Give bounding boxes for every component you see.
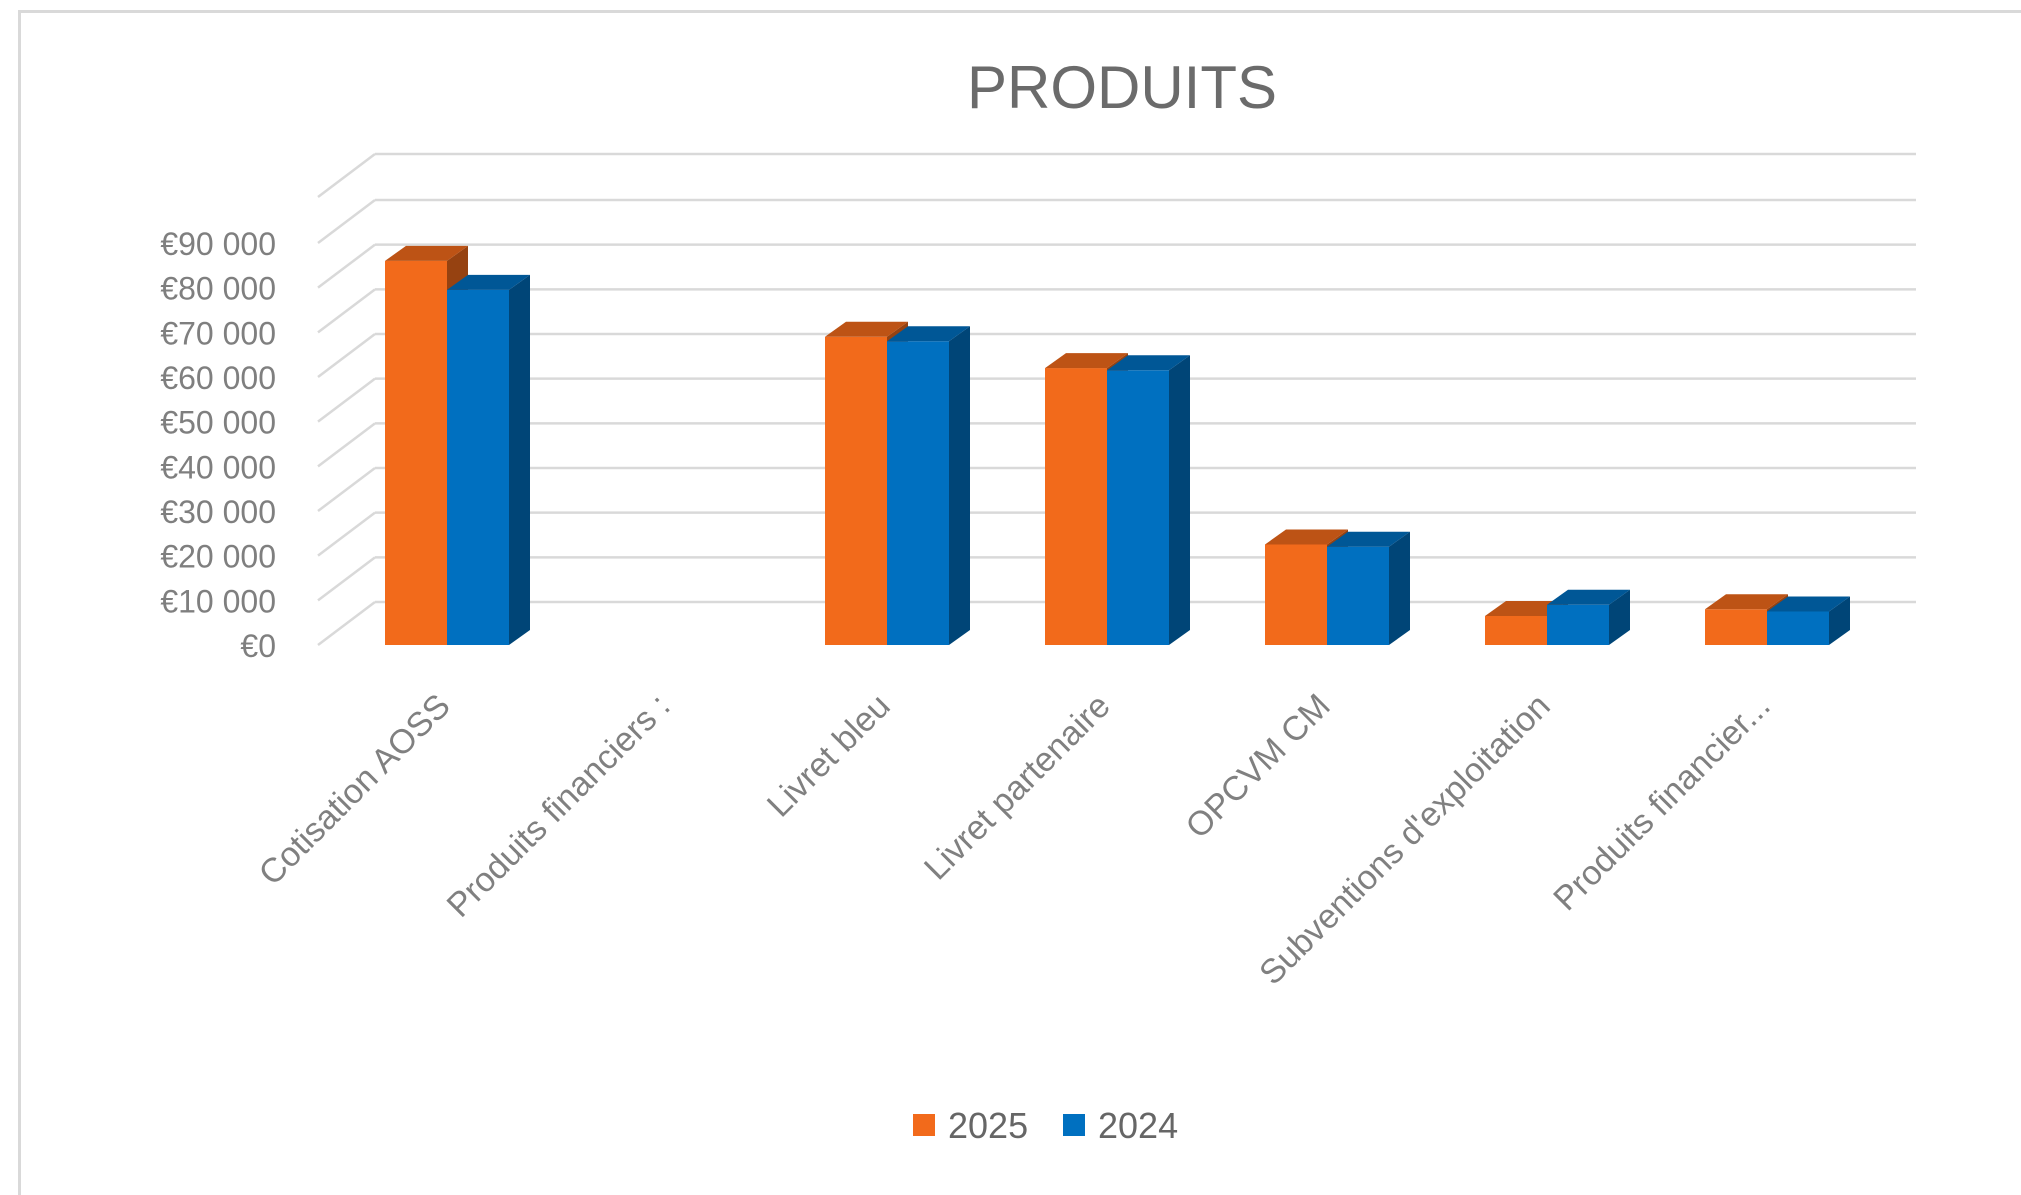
y-tick-label: €0 xyxy=(240,628,276,664)
y-tick-label: €80 000 xyxy=(160,271,276,307)
bar-front xyxy=(1705,609,1767,645)
bar-2024-5 xyxy=(1547,589,1630,645)
bar-top xyxy=(1705,594,1788,610)
bar-2024-3 xyxy=(1107,355,1190,645)
y-tick-label: €40 000 xyxy=(160,449,276,485)
bar-front xyxy=(887,341,949,645)
bar-top xyxy=(887,326,970,342)
y-tick-label: €30 000 xyxy=(160,494,276,530)
bar-side xyxy=(949,326,970,645)
bar-front xyxy=(1547,604,1609,645)
bar-side xyxy=(509,274,530,645)
x-tick-label: Produits financier... xyxy=(1546,687,1777,918)
legend-item-2024[interactable]: 2024 xyxy=(1063,1105,1178,1146)
bar-top xyxy=(447,274,530,290)
bar-top xyxy=(825,321,908,337)
gridline-side xyxy=(317,333,376,378)
bar-top xyxy=(1107,355,1190,371)
gridline-side xyxy=(317,153,376,198)
bar-top xyxy=(1045,353,1128,369)
y-tick-label: €20 000 xyxy=(160,539,276,575)
legend-label: 2025 xyxy=(948,1105,1028,1146)
legend-swatch xyxy=(1063,1114,1085,1136)
bar-front xyxy=(1265,544,1327,645)
y-tick-label: €50 000 xyxy=(160,405,276,441)
bar-2024-0 xyxy=(447,274,530,645)
y-tick-label: €70 000 xyxy=(160,315,276,351)
chart-title: PRODUITS xyxy=(967,54,1277,121)
gridline-side xyxy=(317,601,376,646)
gridline-side xyxy=(317,556,376,602)
bar-side xyxy=(1169,355,1190,645)
bar-2024-4 xyxy=(1327,531,1410,645)
y-tick-label: €90 000 xyxy=(160,226,276,262)
bar-front xyxy=(1107,370,1169,645)
bar-top xyxy=(1547,589,1630,605)
x-tick-label: Livret bleu xyxy=(760,687,898,825)
legend-item-2025[interactable]: 2025 xyxy=(913,1105,1028,1146)
bar-top xyxy=(385,245,468,261)
bar-front xyxy=(1045,368,1107,645)
bar-front xyxy=(1767,611,1829,645)
y-tick-label: €10 000 xyxy=(160,583,276,619)
gridline-side xyxy=(317,243,376,289)
bar-side xyxy=(1609,589,1630,645)
bar-side xyxy=(1829,596,1850,645)
gridline-side xyxy=(317,422,376,468)
legend-swatch xyxy=(913,1114,935,1136)
y-tick-label: €60 000 xyxy=(160,360,276,396)
bar-top xyxy=(1265,529,1348,545)
chart-frame xyxy=(18,10,2021,1195)
bar-front xyxy=(1327,546,1389,645)
gridline-side xyxy=(317,199,376,244)
bar-front xyxy=(385,260,447,645)
bar-front xyxy=(447,289,509,645)
bar-top xyxy=(1767,596,1850,612)
gridline-side xyxy=(317,377,376,423)
bar-2024-6 xyxy=(1767,596,1850,645)
legend-label: 2024 xyxy=(1098,1105,1178,1146)
bar-top xyxy=(1327,531,1410,547)
bar-front xyxy=(825,336,887,645)
gridline-side xyxy=(317,511,376,557)
x-tick-label: Cotisation AOSS xyxy=(252,687,458,893)
bar-side xyxy=(1389,531,1410,645)
gridline-side xyxy=(317,467,376,512)
x-tick-label: Livret partenaire xyxy=(917,687,1118,888)
x-tick-label: OPCVM CM xyxy=(1179,687,1338,846)
bar-2024-2 xyxy=(887,326,970,645)
x-tick-label: Produits financiers : xyxy=(440,687,678,925)
gridline-side xyxy=(317,288,376,334)
bar-front xyxy=(1485,615,1547,645)
